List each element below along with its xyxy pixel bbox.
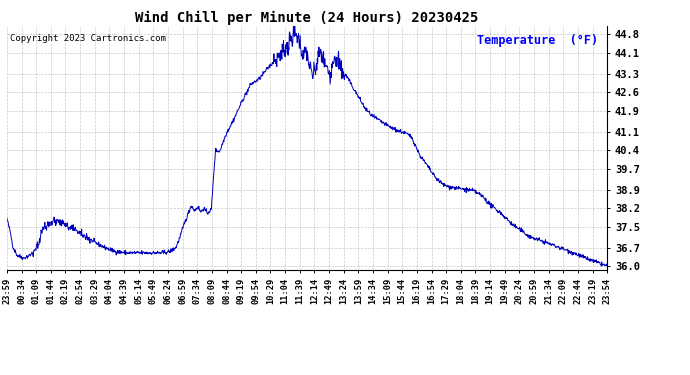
Text: Copyright 2023 Cartronics.com: Copyright 2023 Cartronics.com	[10, 34, 166, 43]
Text: Temperature  (°F): Temperature (°F)	[477, 34, 598, 46]
Title: Wind Chill per Minute (24 Hours) 20230425: Wind Chill per Minute (24 Hours) 2023042…	[135, 11, 479, 25]
